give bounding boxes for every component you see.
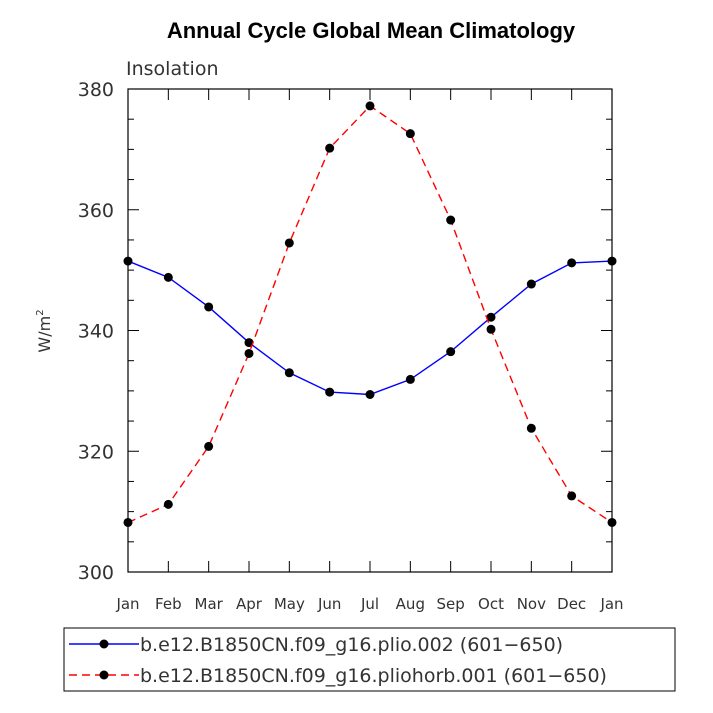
- legend-box: [63, 627, 676, 692]
- series-1-point: [325, 387, 335, 397]
- series-2-point: [486, 324, 496, 334]
- x-tick-label: Jan: [115, 595, 139, 613]
- series-1-point: [526, 279, 536, 289]
- y-axis-label: W/m2: [35, 309, 54, 352]
- series-2-point: [284, 238, 294, 248]
- chart-title: Annual Cycle Global Mean Climatology: [167, 18, 576, 43]
- y-tick-label: 300: [78, 562, 114, 584]
- series-1-point: [284, 368, 294, 378]
- series-line-1: [127, 260, 613, 396]
- series-1-point: [405, 374, 415, 384]
- x-tick-label: Jun: [317, 595, 341, 613]
- series-line-2: [127, 104, 613, 524]
- series-2-point: [446, 215, 456, 225]
- series-1-point: [204, 302, 214, 312]
- series-1-point: [365, 389, 375, 399]
- x-tick-label: Sep: [437, 595, 465, 613]
- series-2-point: [607, 517, 617, 527]
- series-2-point: [567, 491, 577, 501]
- plot-area: 300 320 340 360 380 Jan Feb Mar Apr May Jun Jul Aug S…: [78, 79, 624, 613]
- legend-marker-1: [99, 639, 109, 649]
- series-2-point: [365, 101, 375, 111]
- x-tick-label: May: [274, 595, 305, 613]
- series-2-point: [204, 441, 214, 451]
- series-2-point: [163, 499, 173, 509]
- x-tick-label: Dec: [557, 595, 586, 613]
- series-1-point: [486, 312, 496, 322]
- y-axis-label-text: W/m: [35, 316, 54, 353]
- y-axis-label-superscript: 2: [35, 309, 46, 315]
- series-2-point: [123, 517, 133, 527]
- series-1-point: [123, 256, 133, 266]
- legend: b.e12.B1850CN.f09_g16.plio.002 (601−650)…: [63, 627, 676, 692]
- x-tick-label: Nov: [517, 595, 546, 613]
- x-tick-label: Jul: [360, 595, 379, 613]
- x-tick-label: Oct: [478, 595, 504, 613]
- series-1-point: [446, 347, 456, 357]
- x-tick-label: Apr: [236, 595, 263, 613]
- y-tick-label: 340: [78, 321, 114, 343]
- series-1-point: [567, 258, 577, 268]
- y-tick-label: 380: [78, 79, 114, 101]
- series-2-point: [405, 129, 415, 139]
- series-1-point: [607, 256, 617, 266]
- x-tick-label: Feb: [155, 595, 182, 613]
- series-2-point: [244, 348, 254, 358]
- legend-label-2: b.e12.B1850CN.f09_g16.pliohorb.001 (601−…: [140, 665, 607, 687]
- plot-frame: [127, 88, 613, 573]
- x-tick-label: Aug: [396, 595, 425, 613]
- legend-label-1: b.e12.B1850CN.f09_g16.plio.002 (601−650): [140, 634, 563, 656]
- y-tick-label: 360: [78, 200, 114, 222]
- legend-marker-2: [99, 670, 109, 680]
- series-1-point: [244, 338, 254, 348]
- series-1-point: [163, 272, 173, 282]
- y-tick-label: 320: [78, 441, 114, 463]
- series-2-point: [325, 143, 335, 153]
- chart-subtitle: Insolation: [126, 58, 219, 80]
- series-2-point: [526, 423, 536, 433]
- x-tick-label: Jan: [599, 595, 623, 613]
- x-tick-label: Mar: [195, 595, 224, 613]
